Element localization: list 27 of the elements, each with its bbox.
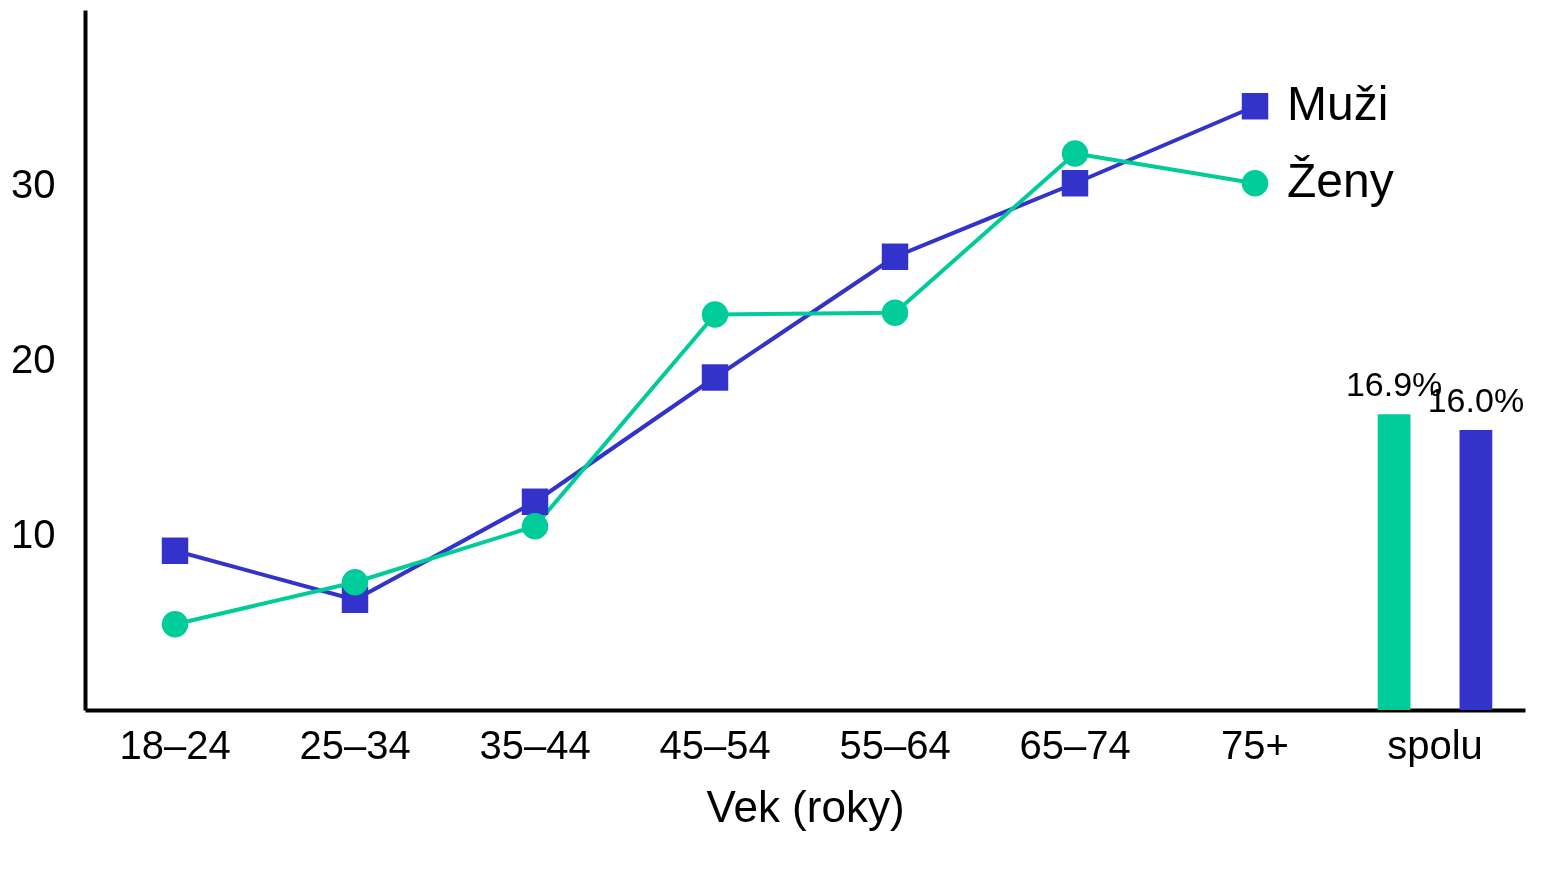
point: [341, 569, 369, 596]
x-tick-label: 75+: [1221, 722, 1289, 767]
series-label: Ženy: [1287, 154, 1394, 208]
point: [881, 243, 909, 270]
point: [1061, 140, 1089, 167]
point: [1241, 93, 1269, 120]
x-tick-label: 18–24: [119, 722, 231, 767]
y-tick-label: 20: [11, 336, 56, 381]
x-tick-label: 25–34: [299, 722, 411, 767]
point: [521, 488, 549, 515]
x-tick-label: 65–74: [1019, 722, 1131, 767]
point: [1241, 170, 1269, 197]
x-tick-label: 55–64: [839, 722, 951, 767]
x-axis-title: Vek (roky): [706, 781, 905, 831]
point: [521, 513, 549, 540]
point: [881, 299, 909, 326]
y-tick-label: 10: [11, 511, 56, 556]
x-tick-label: 35–44: [479, 722, 591, 767]
point: [161, 537, 189, 564]
point: [1061, 170, 1089, 197]
point: [701, 364, 729, 391]
x-tick-label: 45–54: [659, 722, 771, 767]
point: [161, 611, 189, 638]
series-label: Muži: [1287, 77, 1389, 131]
x-tick-label: spolu: [1387, 722, 1483, 767]
y-tick-label: 30: [11, 161, 56, 206]
point: [701, 301, 729, 328]
